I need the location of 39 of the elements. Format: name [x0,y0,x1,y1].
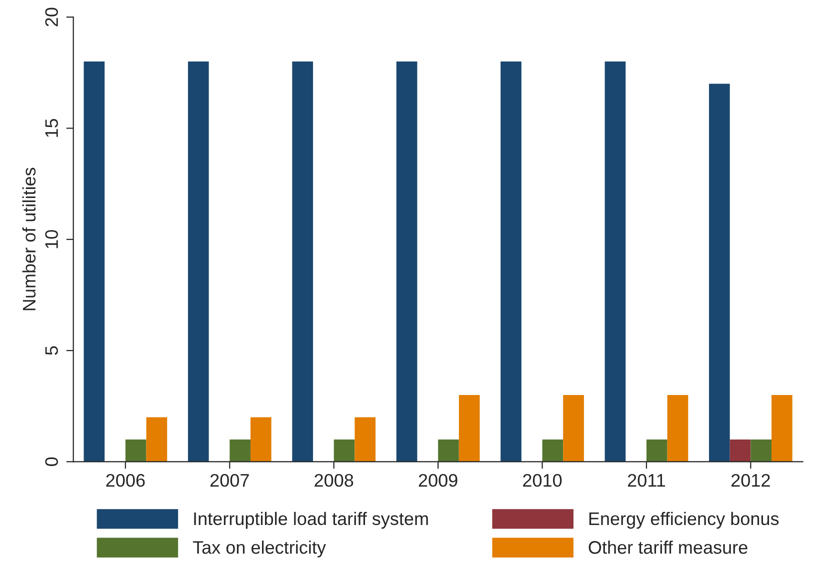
y-tick-label: 20 [45,8,58,26]
y-tick-label: 15 [45,118,58,137]
bar [334,439,355,462]
x-tick-label: 2008 [314,474,354,487]
bar [750,439,772,462]
bar [542,439,564,462]
bar [250,417,272,462]
bar [646,439,668,462]
bar [146,417,168,462]
bar [772,395,792,462]
x-tick-label: 2006 [106,474,145,487]
bar [604,62,626,462]
bar [563,395,584,462]
x-tick-label: 2012 [732,474,770,487]
bar [84,62,105,462]
bar [396,62,418,462]
x-tick-label: 2007 [210,474,249,487]
bar [730,439,751,462]
bar [438,439,459,462]
x-tick-label: 2010 [523,474,562,487]
bar [667,395,688,462]
y-tick-label: 0 [45,457,58,466]
x-tick-label: 2009 [418,474,458,487]
bar [230,439,250,462]
bar [458,395,480,462]
bar [354,417,376,462]
x-tick-label: 2011 [628,474,666,487]
bar [125,439,146,462]
legend-label: Tax on electricity [192,540,326,558]
bar [188,62,209,462]
y-tick-label: 10 [45,230,58,248]
bar [292,62,314,462]
legend-label: Interruptible load tariff system [194,512,428,529]
y-axis-title: Number of utilities [22,168,36,310]
bar [708,84,730,462]
legend-label: Other tariff measure [588,540,748,554]
bar [500,62,522,462]
y-tick-label: 5 [45,346,58,355]
legend-label: Energy efficiency bonus [589,512,779,529]
